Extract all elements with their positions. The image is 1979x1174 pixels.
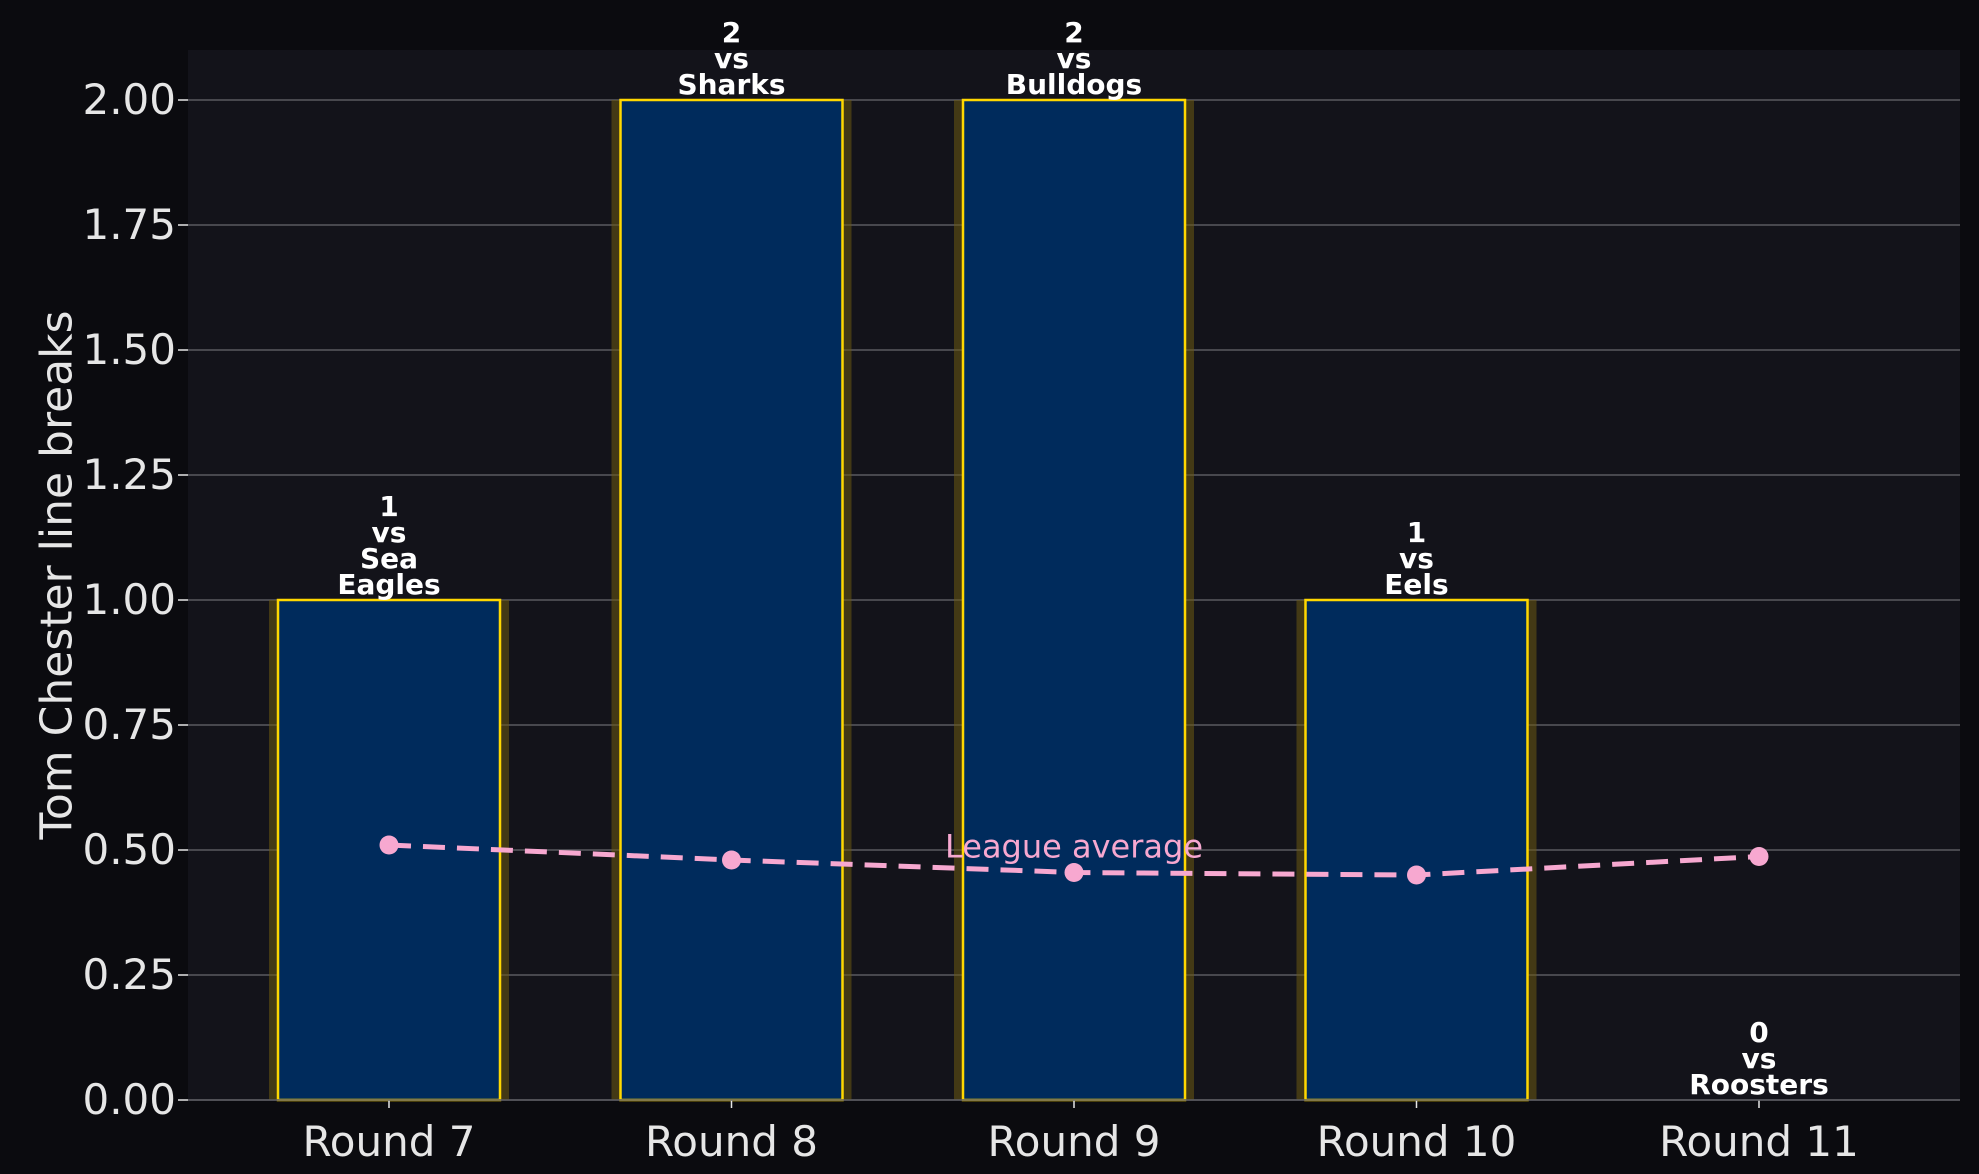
axes: 0.00 0.25 0.50 0.75 1.00 1.25 1.50 1.75 2.00 Roun… bbox=[82, 75, 1960, 1166]
x-tick-label: Round 11 bbox=[1659, 1117, 1859, 1166]
bar-value-label: 1 vs Eels bbox=[1384, 516, 1448, 601]
bar-labels: 1 vs Sea Eagles 2 vs Sharks 2 vs Bulldogs 1 vs Eels 0… bbox=[337, 16, 1828, 1101]
y-tick-label: 0.50 bbox=[82, 825, 176, 874]
bar bbox=[1304, 598, 1529, 1102]
x-tick-label: Round 7 bbox=[303, 1117, 476, 1166]
y-axis-label: Tom Chester line breaks bbox=[31, 310, 82, 840]
league-average-series: League average bbox=[379, 828, 1769, 885]
league-average-point bbox=[1407, 865, 1426, 885]
y-tick-label: 0.00 bbox=[82, 1075, 176, 1124]
bar-value-label: 2 vs Sharks bbox=[677, 16, 785, 101]
y-tick-label: 2.00 bbox=[82, 75, 176, 124]
league-average-point bbox=[1064, 863, 1084, 882]
bar bbox=[619, 98, 844, 1102]
y-tick-label: 0.75 bbox=[82, 700, 176, 749]
x-tick-label: Round 8 bbox=[645, 1117, 818, 1166]
bar bbox=[961, 98, 1187, 1102]
x-tick-label: Round 10 bbox=[1317, 1117, 1517, 1166]
league-average-point bbox=[1749, 847, 1769, 866]
league-average-point bbox=[379, 835, 399, 855]
y-tick-label: 0.25 bbox=[82, 950, 176, 999]
bar-value-label: 0 vs Roosters bbox=[1689, 1016, 1829, 1101]
bar-value-label: 1 vs Sea Eagles bbox=[337, 490, 440, 601]
y-tick-label: 1.75 bbox=[82, 200, 176, 249]
y-tick-label: 1.25 bbox=[82, 450, 176, 499]
y-tick-label: 1.50 bbox=[82, 325, 176, 374]
y-tick-label: 1.00 bbox=[82, 575, 176, 624]
x-tick-label: Round 9 bbox=[988, 1117, 1161, 1166]
league-average-point bbox=[722, 850, 741, 870]
league-average-label: League average bbox=[945, 828, 1203, 866]
bar-value-label: 2 vs Bulldogs bbox=[1006, 16, 1142, 101]
